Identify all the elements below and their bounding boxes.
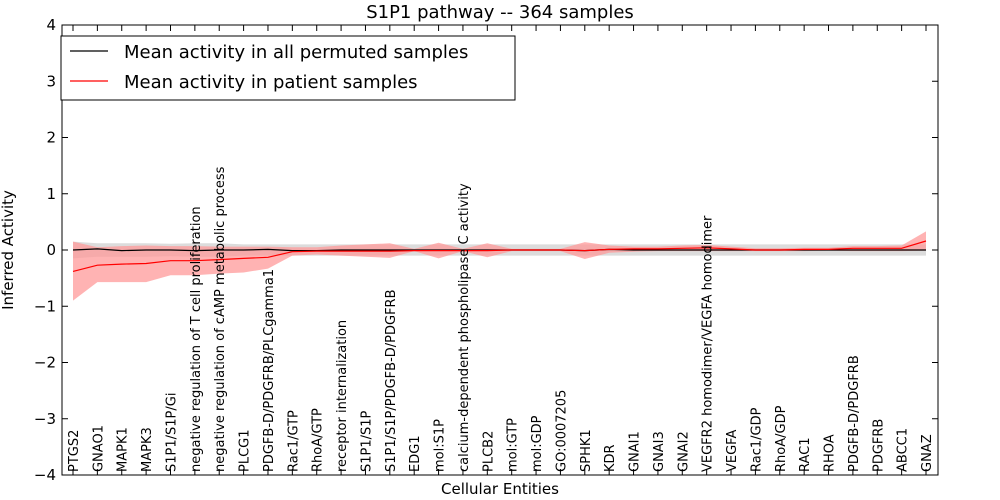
x-tick-label: mol:S1P xyxy=(433,419,448,472)
x-tick-label: MAPK1 xyxy=(116,427,131,472)
x-tick-label: VEGFA xyxy=(725,430,740,472)
x-tick-label: PLCG1 xyxy=(238,429,253,472)
x-tick-label: RAC1 xyxy=(798,437,813,472)
x-tick-label: PLCB2 xyxy=(481,431,496,472)
x-tick-label: PDGFB-D/PDGFRB xyxy=(847,355,862,472)
y-tick-label: 3 xyxy=(46,72,56,90)
x-tick-label: RHOA xyxy=(823,434,838,472)
x-axis-label: Cellular Entities xyxy=(441,480,559,498)
y-tick-label: −3 xyxy=(34,410,56,428)
x-tick-label: negative regulation of T cell proliferat… xyxy=(189,206,204,472)
x-tick-label: KDR xyxy=(603,444,618,472)
y-axis: 4 3 2 1 0 −1 −2 −3 −4 xyxy=(34,16,938,484)
y-tick-label: −2 xyxy=(34,354,56,372)
x-tick-label: SPHK1 xyxy=(579,429,594,472)
x-tick-label: negative regulation of cAMP metabolic pr… xyxy=(213,166,228,472)
legend: Mean activity in all permuted samples Me… xyxy=(60,35,516,101)
legend-label-permuted: Mean activity in all permuted samples xyxy=(124,42,468,63)
x-axis: PTGS2 GNAO1 MAPK1 MAPK3 S1P1/S1P/Gi negative … xyxy=(67,25,935,475)
series-line-1 xyxy=(72,240,927,272)
x-tick-label: S1P1/S1P xyxy=(359,410,374,472)
x-tick-label: PDGFB-D/PDGFRB/PLCgamma1 xyxy=(262,269,277,472)
x-tick-label: calcium-dependent phospholipase C activi… xyxy=(457,183,472,472)
y-tick-label: 1 xyxy=(46,185,56,203)
x-tick-label: VEGFR2 homodimer/VEGFA homodimer xyxy=(701,215,716,472)
x-tick-label: Rac1/GTP xyxy=(286,410,301,472)
y-tick-label: 0 xyxy=(46,241,56,259)
x-tick-label: receptor internalization xyxy=(335,320,350,472)
y-tick-label: −4 xyxy=(34,466,56,484)
x-tick-label: GNAI1 xyxy=(628,431,643,472)
y-tick-label: −1 xyxy=(34,297,56,315)
series-lines xyxy=(72,240,927,272)
x-tick-label: mol:GDP xyxy=(530,415,545,472)
x-tick-label: PDGFRB xyxy=(871,419,886,472)
x-tick-label: RhoA/GDP xyxy=(774,405,789,472)
legend-box xyxy=(60,35,516,101)
x-tick-label: GO:0007205 xyxy=(554,390,569,472)
y-axis-label: Inferred Activity xyxy=(0,190,17,310)
x-tick-label: mol:GTP xyxy=(506,418,521,472)
x-tick-label: ABCC1 xyxy=(896,428,911,472)
x-tick-label: Rac1/GDP xyxy=(749,407,764,472)
legend-label-patient: Mean activity in patient samples xyxy=(124,72,418,93)
x-tick-label: GNAZ xyxy=(920,434,935,472)
x-tick-label: GNAO1 xyxy=(91,425,106,472)
chart-title: S1P1 pathway -- 364 samples xyxy=(366,2,634,23)
x-tick-label: PTGS2 xyxy=(67,430,82,472)
y-tick-label: 4 xyxy=(46,16,56,34)
x-tick-label: S1P1/S1P/PDGFB-D/PDGFRB xyxy=(384,289,399,472)
x-tick-label: GNAI2 xyxy=(676,431,691,472)
y-tick-label: 2 xyxy=(46,129,56,147)
confidence-band-1 xyxy=(73,231,926,301)
x-tick-label: GNAI3 xyxy=(652,431,667,472)
x-tick-label: S1P1/S1P/Gi xyxy=(164,393,179,472)
x-tick-label: EDG1 xyxy=(408,435,423,472)
x-tick-label: MAPK3 xyxy=(140,427,155,472)
x-tick-label: RhoA/GTP xyxy=(311,408,326,472)
